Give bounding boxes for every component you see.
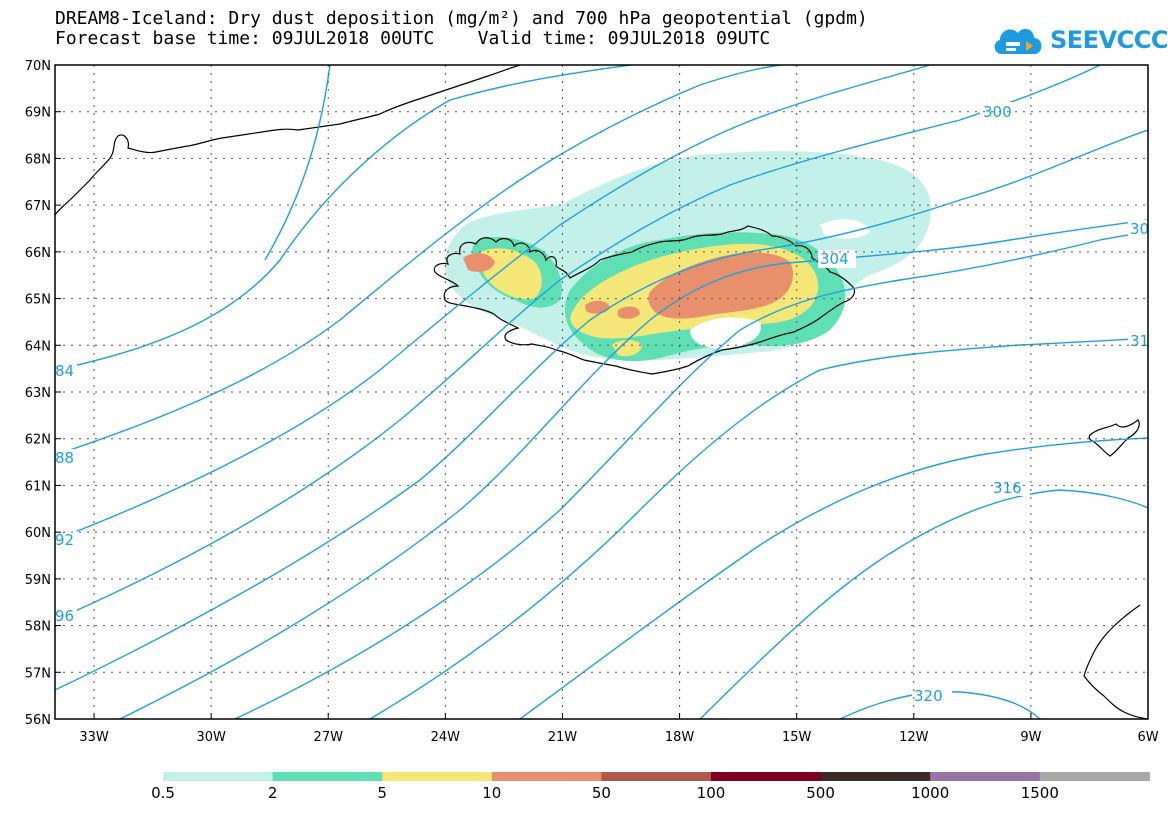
contour-label-31: 31 [1130, 332, 1149, 350]
y-tick-label: 60N [25, 526, 51, 541]
logo-text: SEEVCCC [1050, 26, 1169, 54]
legend-swatch [272, 772, 383, 781]
y-tick-label: 63N [25, 386, 51, 401]
x-tick-label: 9W [1020, 730, 1041, 745]
chart-title-line-1: DREAM8-Iceland: Dry dust deposition (mg/… [55, 8, 868, 29]
legend-label: 50 [592, 784, 611, 802]
x-tick-label: 18W [665, 730, 695, 745]
x-tick-label: 30W [196, 730, 226, 745]
legend-swatch [820, 772, 931, 781]
y-tick-label: 62N [25, 433, 51, 448]
contour-line [55, 65, 781, 456]
legend-swatch [491, 772, 602, 781]
contour-line [264, 65, 331, 261]
legend-swatch [163, 772, 274, 781]
scotland-coastline [1083, 604, 1148, 719]
y-tick-label: 68N [25, 152, 51, 167]
seevccc-logo: SEEVCCC [990, 18, 1170, 62]
contour-line [119, 219, 1148, 719]
x-tick-label: 15W [782, 730, 812, 745]
contour-line [699, 489, 1148, 719]
legend-label: 500 [806, 784, 835, 802]
chart-title-line-2: Forecast base time: 09JUL2018 00UTC Vali… [55, 28, 771, 49]
y-tick-label: 57N [25, 666, 51, 681]
contour-line [55, 65, 631, 371]
y-tick-label: 58N [25, 620, 51, 635]
legend-label: 100 [697, 784, 726, 802]
faroe-coastline [1088, 419, 1140, 457]
contour-line [55, 65, 931, 541]
legend-swatch [601, 772, 712, 781]
contour-line [55, 65, 1101, 621]
dust-clear-south [690, 317, 761, 349]
y-tick-label: 64N [25, 339, 51, 354]
contour-label-92: 92 [55, 531, 74, 549]
legend-label: 1500 [1021, 784, 1059, 802]
y-tick-label: 70N [25, 59, 51, 74]
geopotential-contours [55, 65, 1148, 719]
color-legend: 0.5 2 5 10 50 100 500 1000 1500 [151, 772, 1150, 802]
y-tick-label: 56N [25, 713, 51, 728]
contour-line [369, 337, 1148, 719]
x-tick-label: 6W [1137, 730, 1158, 745]
contour-label-30: 30 [1130, 220, 1149, 238]
longitude-labels: 33W 30W 27W 24W 21W 18W 15W 12W 9W 6W [79, 730, 1158, 745]
contour-label-84: 84 [55, 362, 74, 380]
legend-swatch [1039, 772, 1150, 781]
y-tick-label: 59N [25, 573, 51, 588]
axis-ticks [55, 64, 1149, 720]
legend-label: 2 [268, 784, 278, 802]
contour-label-300: 300 [983, 103, 1012, 121]
x-tick-label: 27W [314, 730, 344, 745]
contour-label-88: 88 [55, 449, 74, 467]
legend-label: 5 [377, 784, 387, 802]
dust-deposition-field [444, 151, 931, 362]
contour-label-316: 316 [993, 479, 1022, 497]
x-tick-label: 33W [79, 730, 109, 745]
y-tick-label: 67N [25, 199, 51, 214]
contour-labels: 300 304 31 316 320 30 84 88 92 96 [55, 102, 1149, 705]
contour-line [839, 691, 1041, 719]
x-tick-label: 12W [899, 730, 929, 745]
contour-label-96: 96 [55, 607, 74, 625]
y-tick-label: 66N [25, 246, 51, 261]
contour-line [234, 231, 1148, 719]
contour-line [55, 129, 1148, 691]
x-tick-label: 24W [431, 730, 461, 745]
contour-label-320: 320 [914, 687, 943, 705]
iceland-coastline [433, 225, 856, 375]
legend-label: 1000 [911, 784, 949, 802]
latitude-labels: 70N 69N 68N 67N 66N 65N 64N 63N 62N 61N 60N 59N 58N 5… [25, 59, 51, 728]
dust-clear-gap [820, 219, 870, 239]
contour-line [519, 437, 1148, 719]
cloud-logo-icon [994, 28, 1042, 54]
legend-swatch [711, 772, 822, 781]
x-tick-label: 21W [548, 730, 578, 745]
legend-swatch [382, 772, 493, 781]
legend-label: 10 [482, 784, 501, 802]
y-tick-label: 61N [25, 479, 51, 494]
dust-level-10 [463, 252, 794, 319]
legend-label: 0.5 [151, 784, 175, 802]
coastlines [55, 65, 1148, 719]
contour-label-304: 304 [820, 250, 849, 268]
graticule [55, 65, 1148, 719]
legend-swatch [930, 772, 1041, 781]
greenland-coastline [55, 65, 521, 216]
y-tick-label: 69N [25, 106, 51, 121]
y-tick-label: 65N [25, 293, 51, 308]
